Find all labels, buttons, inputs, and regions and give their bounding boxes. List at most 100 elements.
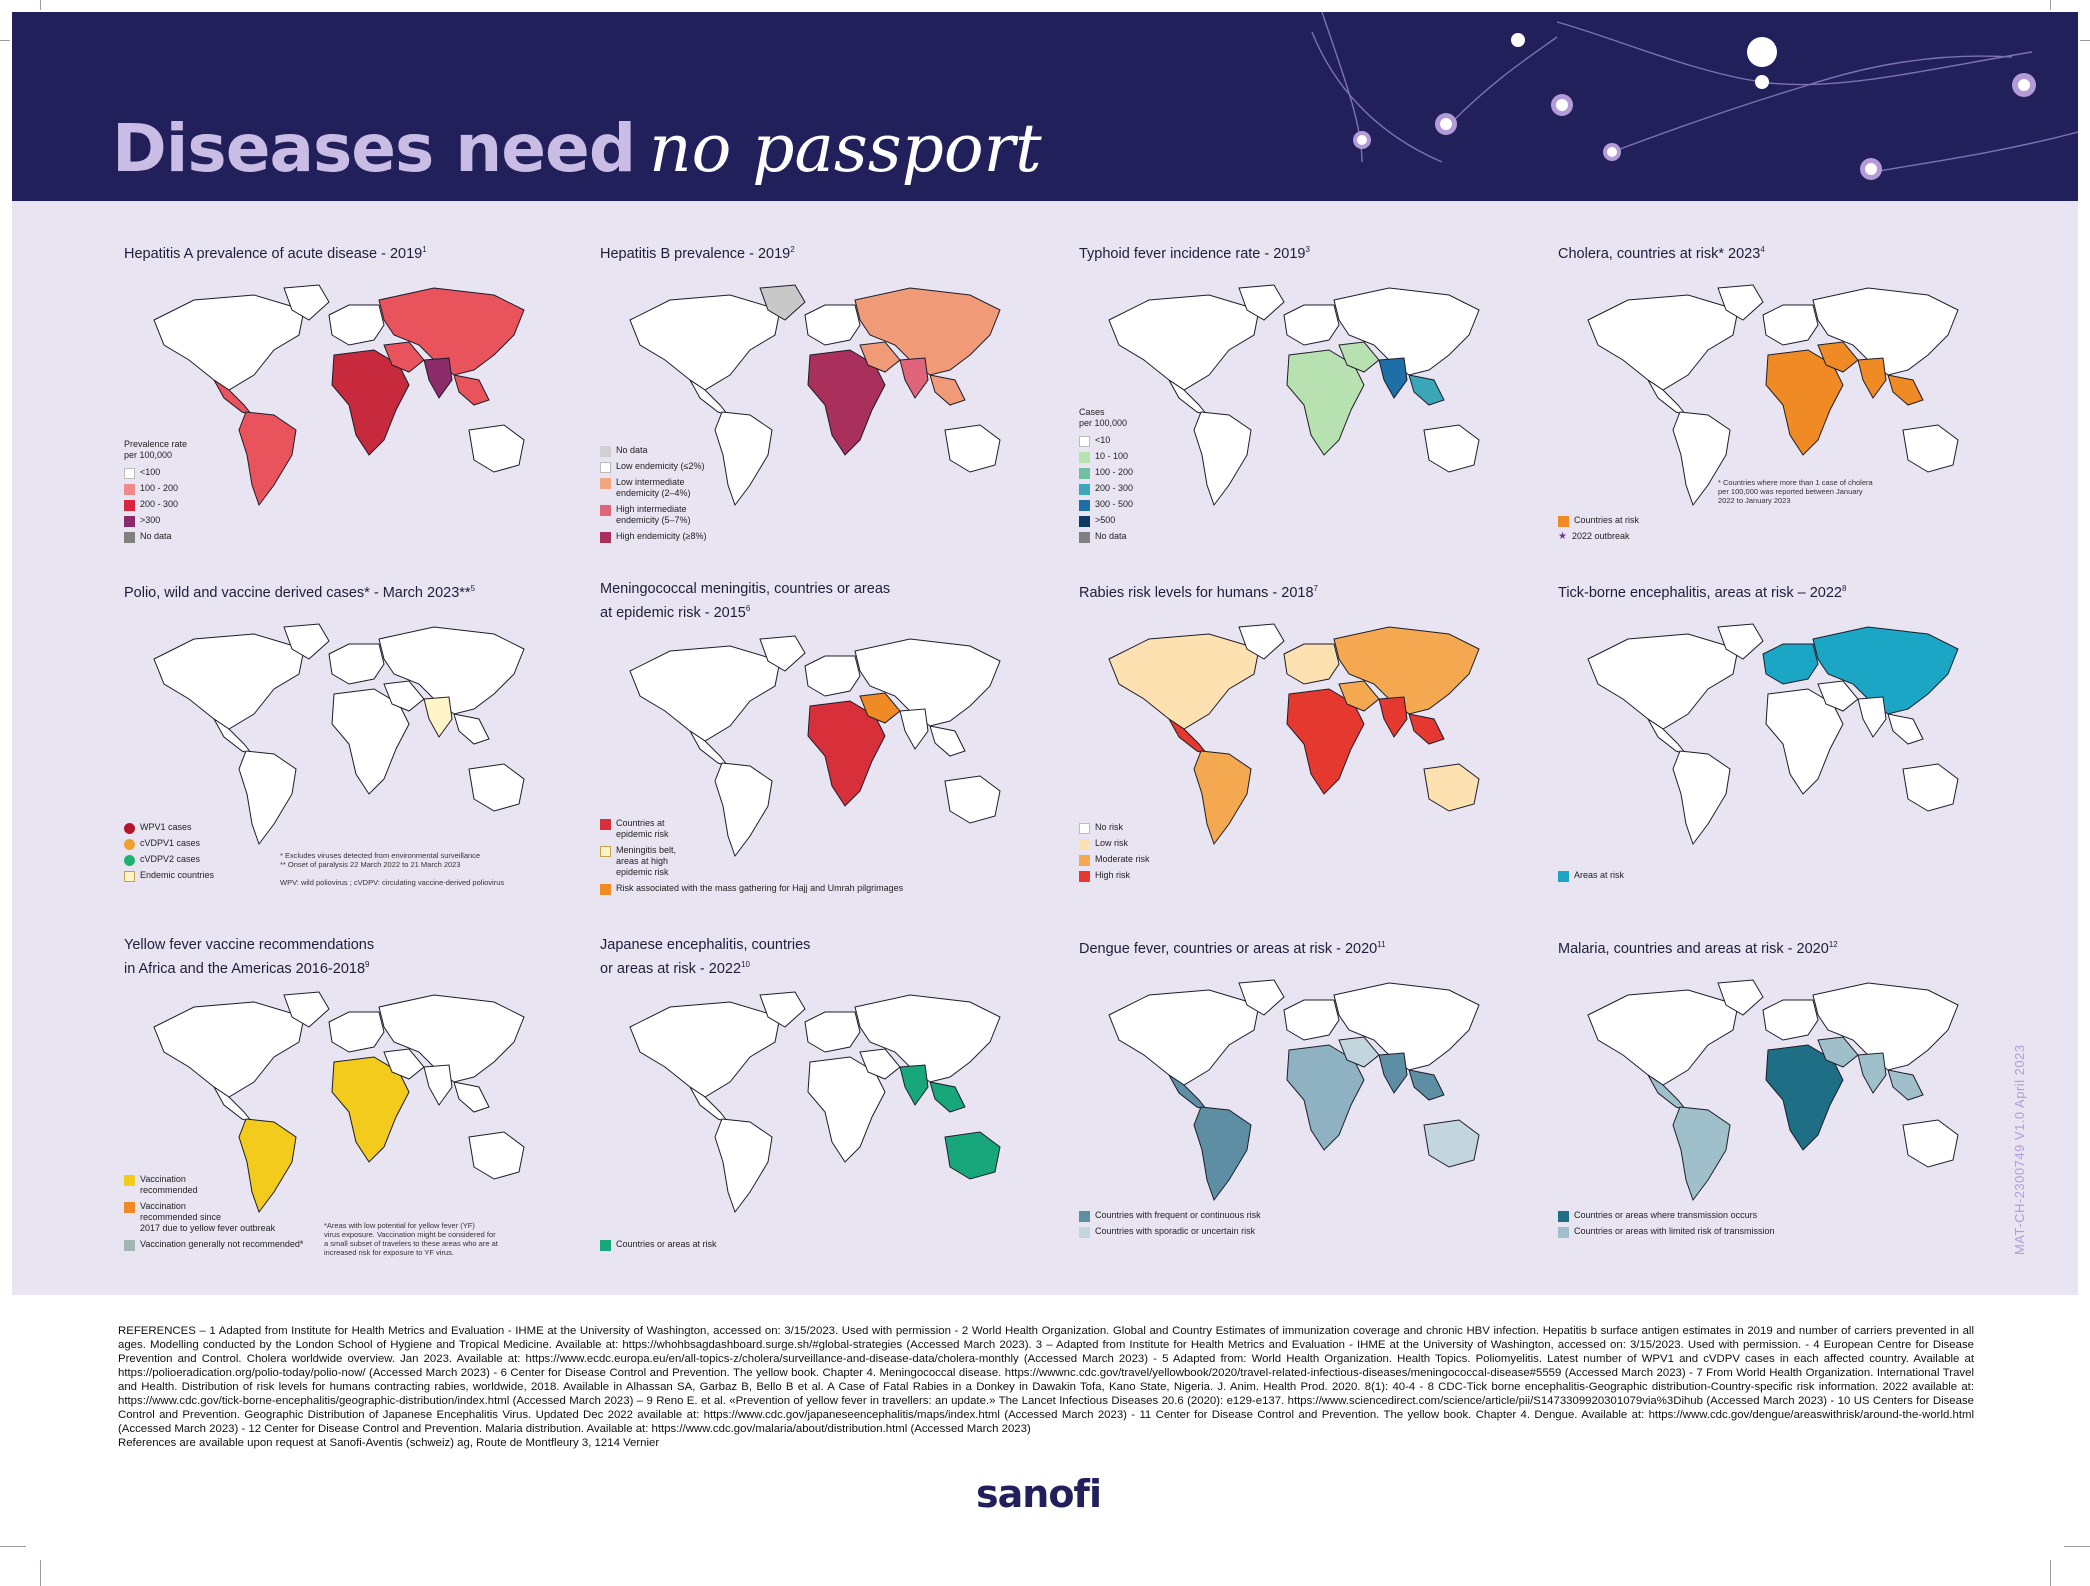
legend-swatch: [1079, 1211, 1090, 1222]
legend-item: 200 - 300: [124, 497, 187, 513]
map-card: Rabies risk levels for humans - 20187 No …: [1079, 579, 1509, 924]
legend-swatch: [124, 468, 135, 479]
map-title: Meningococcal meningitis, countries or a…: [600, 579, 1020, 623]
legend-swatch: [1079, 468, 1090, 479]
world-map: [1089, 619, 1489, 849]
world-map: [1089, 280, 1489, 510]
region-north-america: [1109, 295, 1259, 390]
legend-swatch: [600, 846, 611, 857]
legend-swatch: [124, 1175, 135, 1186]
map-legend: Countries with frequent or continuous ri…: [1079, 1208, 1261, 1240]
legend-label: No data: [1095, 529, 1127, 545]
legend-item: No data: [1079, 529, 1133, 545]
legend-swatch: [600, 505, 611, 516]
crop-mark: [2080, 40, 2090, 41]
legend-dot: [124, 823, 135, 834]
legend-item: Countries with frequent or continuous ri…: [1079, 1208, 1261, 1224]
region-europe: [805, 656, 860, 696]
region-europe: [1284, 644, 1339, 684]
legend-item: Low endemicity (≤2%): [600, 459, 706, 475]
map-title-text: Dengue fever, countries or areas at risk…: [1079, 941, 1377, 957]
legend-label: Countries or areas where transmission oc…: [1574, 1208, 1757, 1224]
legend-item: 100 - 200: [124, 481, 187, 497]
map-legend: Countries or areas at risk: [600, 1237, 717, 1253]
region-australia: [1903, 425, 1958, 472]
region-southeast-asia: [454, 714, 489, 744]
crop-mark: [2050, 1560, 2051, 1586]
legend-label: Low risk: [1095, 836, 1128, 852]
legend-swatch: [1079, 839, 1090, 850]
region-southeast-asia: [1409, 1070, 1444, 1100]
world-map: [1568, 619, 1968, 849]
legend-item: No data: [124, 529, 187, 545]
legend-label: >300: [140, 513, 160, 529]
reference-number: 5: [471, 584, 475, 593]
map-title-text: Tick-borne encephalitis, areas at risk –…: [1558, 585, 1842, 601]
legend-label: Countries or areas at risk: [616, 1237, 717, 1253]
region-south-asia: [424, 697, 452, 737]
region-europe: [805, 305, 860, 345]
map-title-text: Rabies risk levels for humans - 2018: [1079, 585, 1314, 601]
region-europe: [1763, 644, 1818, 684]
map-card: Yellow fever vaccine recommendations in …: [124, 935, 554, 1280]
legend-swatch: [124, 516, 135, 527]
map-card: Dengue fever, countries or areas at risk…: [1079, 935, 1509, 1280]
map-title: Malaria, countries and areas at risk - 2…: [1558, 935, 1978, 959]
legend-item: >300: [124, 513, 187, 529]
crop-mark: [0, 40, 10, 41]
reference-number: 3: [1306, 245, 1310, 254]
legend-label: cVDPV2 cases: [140, 852, 200, 868]
map-title-text: Malaria, countries and areas at risk - 2…: [1558, 941, 1829, 957]
map-title-text: Polio, wild and vaccine derived cases* -…: [124, 585, 471, 601]
region-south-asia: [1858, 358, 1886, 398]
legend-label: <100: [140, 465, 160, 481]
map-card: Malaria, countries and areas at risk - 2…: [1558, 935, 1988, 1280]
legend-item: Meningitis belt, areas at high epidemic …: [600, 843, 903, 881]
legend-label: >500: [1095, 513, 1115, 529]
document-code: MAT-CH-2300749 V1.0 April 2023: [2012, 1044, 2027, 1255]
region-australia: [1903, 764, 1958, 811]
region-north-america: [630, 646, 780, 741]
region-southeast-asia: [454, 1082, 489, 1112]
region-north-america: [1588, 634, 1738, 729]
legend-item: Risk associated with the mass gathering …: [600, 881, 903, 897]
legend-label: <10: [1095, 433, 1110, 449]
star-icon: ★: [1558, 532, 1567, 541]
legend-item: High risk: [1079, 868, 1150, 884]
map-title: Cholera, countries at risk* 20234: [1558, 240, 1978, 264]
legend-label: 300 - 500: [1095, 497, 1133, 513]
region-north-america: [1588, 990, 1738, 1085]
legend-label: Low endemicity (≤2%): [616, 459, 704, 475]
region-south-america: [1194, 751, 1251, 844]
legend-label: Countries or areas with limited risk of …: [1574, 1224, 1775, 1240]
map-legend: No data Low endemicity (≤2%) Low intermedi…: [600, 443, 706, 545]
legend-item: Low intermediate endemicity (2–4%): [600, 475, 706, 502]
legend-swatch: [1079, 484, 1090, 495]
legend-swatch: [124, 1202, 135, 1213]
legend-label: High intermediate endemicity (5–7%): [616, 502, 691, 529]
region-europe: [1763, 305, 1818, 345]
legend-label: Countries at epidemic risk: [616, 816, 669, 843]
region-north-america: [154, 295, 304, 390]
crop-mark: [2050, 0, 2051, 10]
legend-item: High endemicity (≥8%): [600, 529, 706, 545]
crop-mark: [2064, 1546, 2090, 1547]
map-card: Typhoid fever incidence rate - 20193 Case…: [1079, 240, 1509, 585]
region-south-asia: [1379, 358, 1407, 398]
legend-label: High endemicity (≥8%): [616, 529, 706, 545]
legend-dot: [124, 855, 135, 866]
region-australia: [469, 764, 524, 811]
legend-swatch: [124, 484, 135, 495]
legend-swatch: [124, 532, 135, 543]
region-southeast-asia: [930, 1082, 965, 1112]
map-footnote: *Areas with low potential for yellow fev…: [324, 1221, 498, 1257]
map-title: Rabies risk levels for humans - 20187: [1079, 579, 1499, 603]
reference-number: 4: [1760, 245, 1764, 254]
region-southeast-asia: [930, 726, 965, 756]
region-europe: [1284, 305, 1339, 345]
map-title-text: Typhoid fever incidence rate - 2019: [1079, 246, 1306, 262]
region-southeast-asia: [1409, 714, 1444, 744]
map-title: Hepatitis A prevalence of acute disease …: [124, 240, 544, 264]
reference-number: 6: [746, 604, 750, 613]
legend-item: Countries at risk: [1558, 513, 1639, 529]
